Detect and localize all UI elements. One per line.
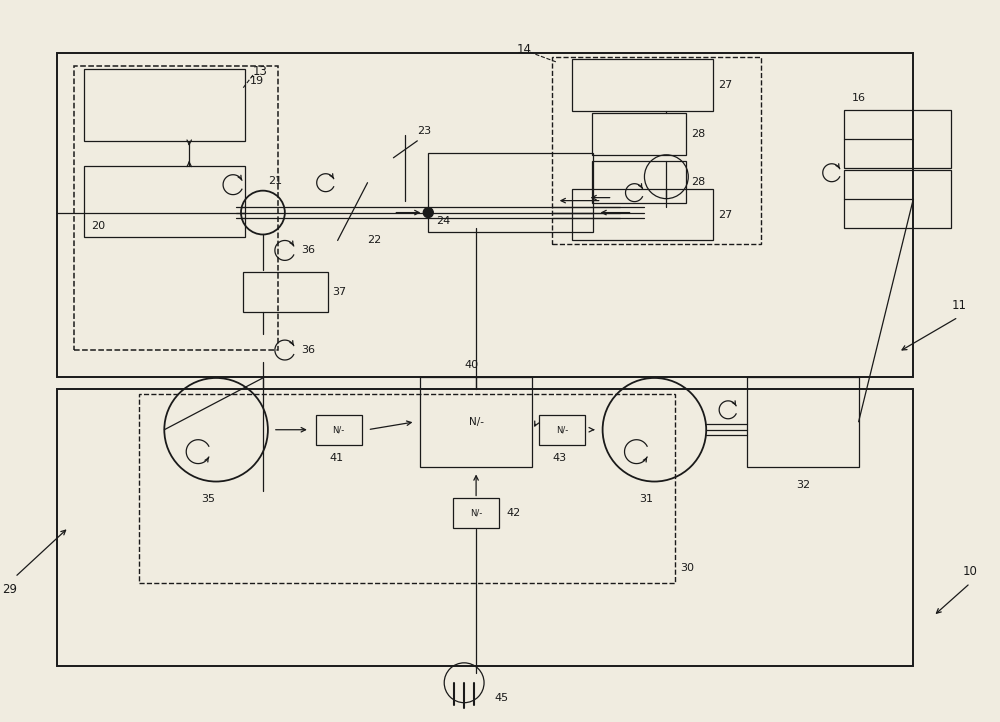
Text: 13: 13 bbox=[253, 65, 268, 78]
Text: 14: 14 bbox=[517, 43, 532, 56]
Text: 40: 40 bbox=[464, 360, 478, 370]
Text: 43: 43 bbox=[553, 453, 567, 463]
Bar bbox=[592, 113, 686, 155]
Bar bbox=[552, 57, 761, 245]
Text: 45: 45 bbox=[494, 692, 508, 703]
Text: 28: 28 bbox=[691, 177, 706, 187]
Bar bbox=[539, 415, 585, 445]
Bar bbox=[572, 188, 713, 240]
Bar bbox=[316, 415, 362, 445]
Text: 23: 23 bbox=[417, 126, 431, 136]
Bar bbox=[844, 110, 951, 168]
Text: 32: 32 bbox=[796, 479, 810, 490]
Text: 20: 20 bbox=[92, 220, 106, 230]
Bar bbox=[57, 389, 913, 666]
Bar bbox=[844, 170, 951, 227]
Bar bbox=[592, 161, 686, 203]
Text: 31: 31 bbox=[639, 495, 653, 505]
Text: N/-: N/- bbox=[469, 417, 484, 427]
Bar bbox=[572, 59, 713, 111]
Bar bbox=[74, 66, 278, 350]
Circle shape bbox=[423, 208, 433, 217]
Bar bbox=[84, 69, 245, 141]
Text: N/-: N/- bbox=[556, 425, 568, 434]
Text: 36: 36 bbox=[301, 345, 315, 355]
Text: 21: 21 bbox=[268, 175, 282, 186]
Text: 16: 16 bbox=[852, 93, 866, 103]
Text: 27: 27 bbox=[718, 209, 732, 219]
Text: 22: 22 bbox=[368, 235, 382, 245]
Text: 30: 30 bbox=[680, 563, 694, 573]
Text: 11: 11 bbox=[951, 299, 966, 312]
Text: 24: 24 bbox=[436, 216, 450, 225]
Text: 19: 19 bbox=[250, 76, 264, 86]
Text: 29: 29 bbox=[2, 583, 17, 596]
Text: 27: 27 bbox=[718, 80, 732, 90]
Bar bbox=[57, 53, 913, 377]
Bar bbox=[139, 394, 675, 583]
Bar bbox=[428, 153, 593, 232]
Text: N/-: N/- bbox=[470, 509, 482, 518]
Bar bbox=[243, 272, 328, 312]
Text: 42: 42 bbox=[506, 508, 520, 518]
Bar bbox=[453, 498, 499, 529]
Text: 37: 37 bbox=[333, 287, 347, 297]
Text: N/-: N/- bbox=[332, 425, 345, 434]
Text: 36: 36 bbox=[301, 245, 315, 256]
Text: 41: 41 bbox=[330, 453, 344, 463]
Bar bbox=[747, 377, 859, 466]
Text: 28: 28 bbox=[691, 129, 706, 139]
Text: 35: 35 bbox=[201, 495, 215, 505]
Text: 10: 10 bbox=[963, 565, 978, 578]
Bar bbox=[420, 377, 532, 466]
Bar bbox=[84, 166, 245, 238]
